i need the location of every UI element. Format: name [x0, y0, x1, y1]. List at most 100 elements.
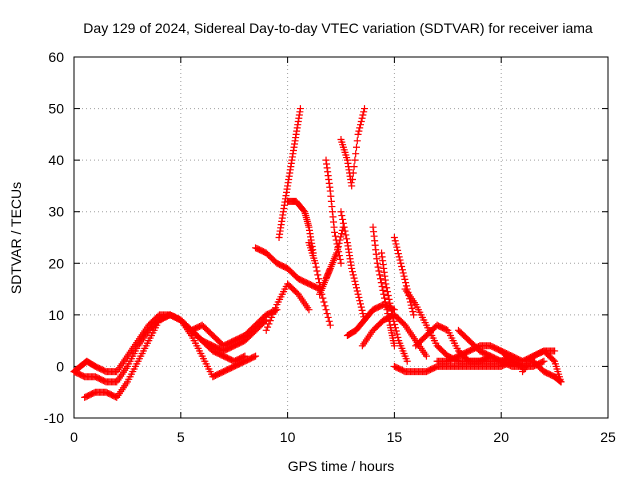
- data-point: [337, 208, 345, 216]
- data-point: [373, 259, 381, 267]
- data-point: [360, 108, 368, 116]
- data-point: [392, 240, 400, 248]
- data-points: [70, 105, 565, 401]
- data-point: [340, 223, 348, 231]
- data-point: [332, 236, 340, 244]
- data-point: [358, 306, 366, 314]
- x-tick-label: 25: [600, 429, 616, 445]
- data-point: [320, 298, 328, 306]
- data-point: [352, 284, 360, 292]
- data-point: [314, 271, 322, 279]
- data-point: [348, 264, 356, 272]
- data-point: [326, 321, 334, 329]
- data-point: [357, 117, 365, 125]
- data-point: [394, 246, 402, 254]
- data-point: [400, 272, 408, 280]
- series-arc-12: [337, 105, 368, 190]
- data-point: [359, 111, 367, 119]
- data-point: [266, 317, 274, 325]
- x-tick-label: 10: [280, 429, 296, 445]
- data-point: [382, 302, 390, 310]
- data-point: [348, 182, 356, 190]
- data-point: [390, 317, 398, 325]
- data-point: [387, 303, 395, 311]
- data-point: [410, 311, 418, 319]
- data-point: [359, 310, 367, 318]
- data-point: [381, 294, 389, 302]
- data-point: [313, 267, 321, 275]
- data-point: [341, 227, 349, 235]
- x-axis-label: GPS time / hours: [288, 458, 395, 474]
- series-arc-7: [275, 105, 304, 241]
- data-point: [401, 275, 409, 283]
- series-arc-17: [390, 234, 418, 319]
- data-point: [358, 114, 366, 122]
- data-point: [269, 310, 277, 318]
- y-tick-label: 40: [48, 152, 64, 168]
- data-point: [408, 304, 416, 312]
- data-point: [337, 233, 345, 241]
- data-point: [252, 352, 260, 360]
- data-point: [312, 263, 320, 271]
- data-point: [383, 288, 391, 296]
- data-point: [338, 212, 346, 220]
- data-point: [325, 317, 333, 325]
- data-point: [375, 267, 383, 275]
- data-point: [398, 266, 406, 274]
- series-arc-11: [322, 156, 345, 267]
- data-point: [339, 215, 347, 223]
- data-point: [250, 353, 258, 361]
- y-tick-label: 10: [48, 307, 64, 323]
- data-point: [385, 295, 393, 303]
- data-point: [549, 356, 557, 364]
- data-point: [351, 277, 359, 285]
- data-point: [348, 175, 356, 183]
- data-point: [374, 263, 382, 271]
- data-point: [398, 263, 406, 271]
- data-point: [391, 324, 399, 332]
- data-point: [343, 235, 351, 243]
- data-point: [402, 279, 410, 287]
- data-point: [394, 250, 402, 258]
- data-point: [396, 256, 404, 264]
- data-point: [342, 231, 350, 239]
- data-point: [409, 308, 417, 316]
- data-point: [265, 320, 273, 328]
- data-point: [360, 105, 368, 113]
- data-point: [262, 326, 270, 334]
- data-point: [379, 286, 387, 294]
- data-point: [384, 292, 392, 300]
- data-point: [335, 252, 343, 260]
- data-point: [353, 137, 361, 145]
- data-point: [403, 357, 411, 365]
- axis-ticks: 0 5 10 15 20 25 -10 0 10 20 30 40 50 60: [44, 49, 616, 445]
- data-point: [393, 330, 401, 338]
- data-point: [376, 271, 384, 279]
- x-tick-label: 20: [493, 429, 509, 445]
- x-tick-label: 5: [177, 429, 185, 445]
- y-tick-label: 0: [56, 358, 64, 374]
- data-point: [272, 304, 280, 312]
- data-point: [324, 313, 332, 321]
- data-point: [333, 240, 341, 248]
- data-point: [331, 228, 339, 236]
- series-arc-15: [369, 223, 398, 350]
- series-arc-18: [358, 311, 430, 360]
- data-point: [335, 248, 343, 256]
- data-point: [339, 219, 347, 227]
- data-point: [381, 298, 389, 306]
- series-arc-13: [337, 208, 368, 324]
- plot-frame: [73, 56, 609, 419]
- data-point: [353, 287, 361, 295]
- x-tick-label: 0: [70, 429, 78, 445]
- data-point: [352, 150, 360, 158]
- data-point: [399, 269, 407, 277]
- data-point: [356, 121, 364, 129]
- series-arc-2: [81, 311, 260, 401]
- data-point: [390, 342, 398, 350]
- data-point: [337, 259, 345, 267]
- data-point: [352, 281, 360, 289]
- x-tick-label: 15: [387, 429, 403, 445]
- data-point: [334, 244, 342, 252]
